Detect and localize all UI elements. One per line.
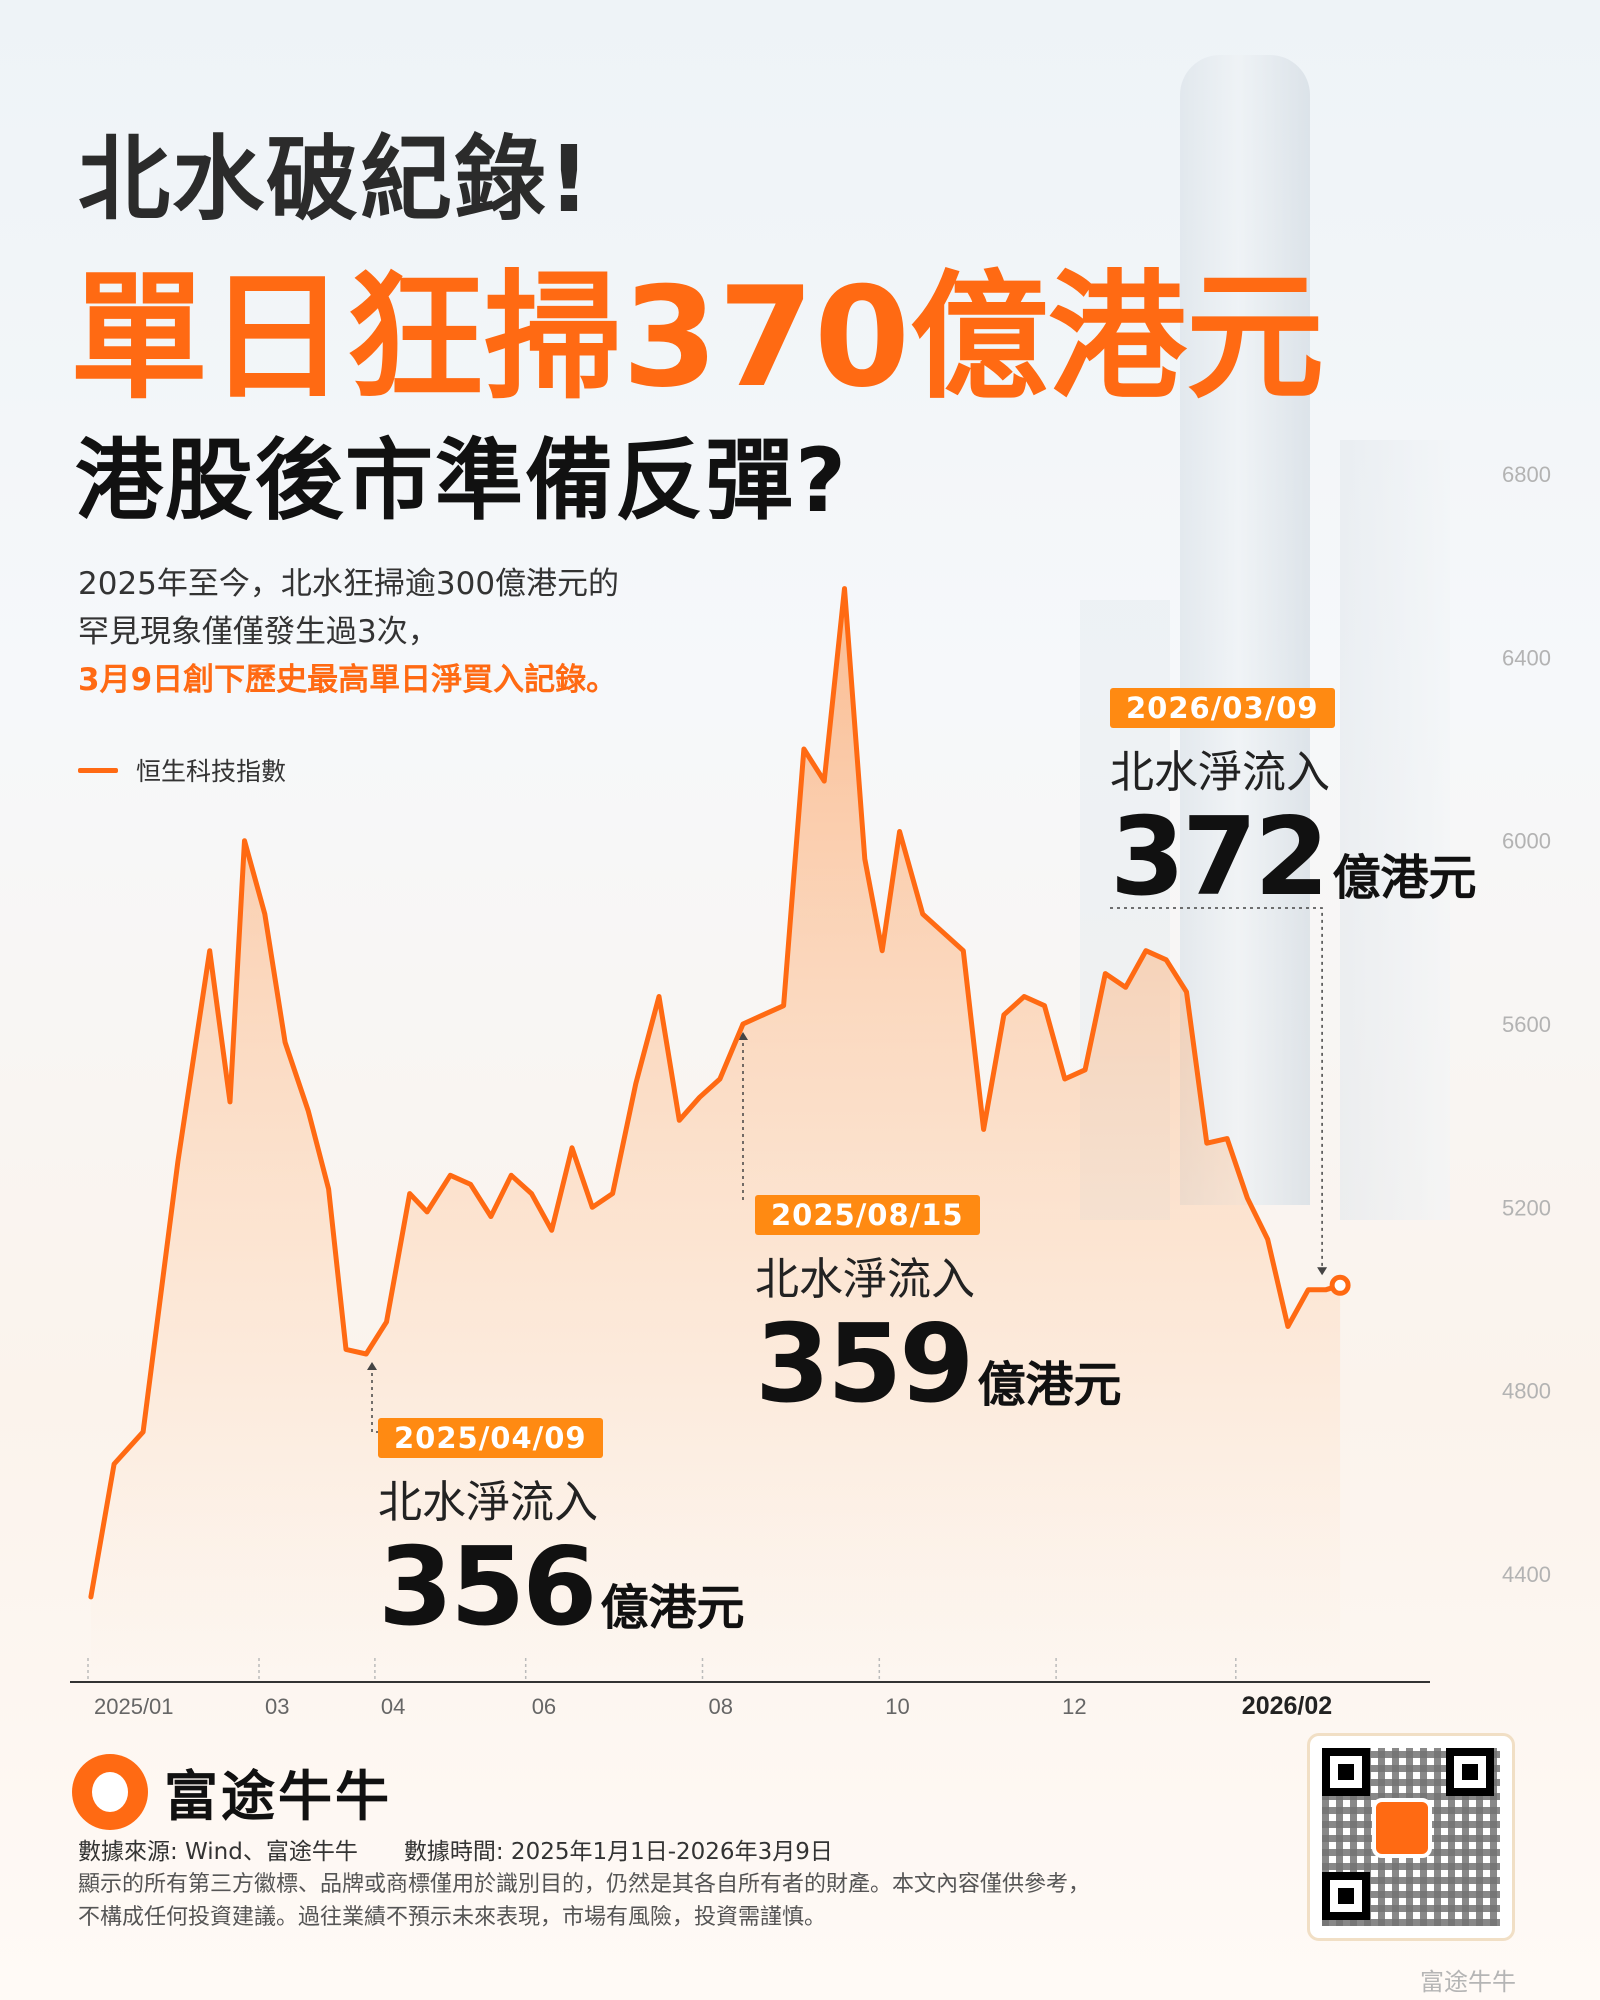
background-building [1340,440,1450,1220]
annotation-value: 356 億港元 [378,1534,744,1642]
chart-legend: 恒生科技指數 [78,752,286,788]
x-tick-label: 03 [265,1694,289,1719]
headline-line3: 港股後市準備反彈? [75,429,849,532]
annotation-value: 372 億港元 [1110,804,1476,912]
y-tick-label: 5600 [1502,1012,1551,1037]
y-tick-label: 4400 [1502,1562,1551,1587]
y-tick-label: 4800 [1502,1379,1551,1404]
description: 2025年至今，北水狂掃逾300億港元的 罕見現象僅僅發生過3次， 3月9日創下… [78,560,619,704]
annotation-number: 372 [1110,795,1329,920]
qr-finder [1322,1872,1370,1920]
annotation-value: 359 億港元 [755,1311,1121,1419]
legend-label: 恒生科技指數 [136,757,287,786]
qr-finder [1446,1748,1494,1796]
annotation-label: 北水淨流入 [378,1477,598,1528]
annotation-arrow [738,1032,748,1040]
x-tick-label: 06 [532,1694,556,1719]
annotation-number: 356 [378,1525,597,1650]
annotation-2025-04-09: 2025/04/09 北水淨流入 356 億港元 [378,1418,744,1642]
x-tick-label: 08 [709,1694,733,1719]
disclaimer-line2: 不構成任何投資建議。過往業績不預示未來表現，市場有風險，投資需謹慎。 [78,1905,827,1930]
watermark: 富途牛牛 [1420,1968,1516,1996]
x-tick-label: 04 [381,1694,405,1719]
annotation-2025-08-15: 2025/08/15 北水淨流入 359 億港元 [755,1195,1121,1419]
y-tick-label: 6800 [1502,462,1551,487]
series-end-point [1329,1274,1351,1296]
data-time-label: 數據時間: 2025年1月1日-2026年3月9日 [403,1839,833,1865]
annotation-label: 北水淨流入 [1110,747,1330,798]
brand-name: 富途牛牛 [164,1765,392,1828]
brand-logo: 富途牛牛 [72,1752,392,1831]
annotation-leader [371,1366,380,1433]
qr-logo-icon [1372,1798,1432,1858]
y-tick-label: 5200 [1502,1195,1551,1220]
qr-code[interactable] [1307,1733,1515,1941]
annotation-unit: 億港元 [977,1357,1122,1413]
y-tick-label: 6000 [1502,829,1551,854]
headline-line1: 北水破紀錄! [78,126,592,233]
source-label: 數據來源: Wind、富途牛牛 [78,1839,358,1865]
data-source: 數據來源: Wind、富途牛牛 數據時間: 2025年1月1日-2026年3月9日 [78,1832,833,1866]
description-line1: 2025年至今，北水狂掃逾300億港元的 [78,566,620,602]
x-tick-label: 10 [885,1694,909,1719]
annotation-date: 2026/03/09 [1110,688,1335,728]
annotation-label: 北水淨流入 [755,1254,975,1305]
legend-swatch [78,767,118,773]
y-tick-label: 6400 [1502,645,1551,670]
background-tower [1180,55,1310,1205]
disclaimer-line1: 顯示的所有第三方徽標、品牌或商標僅用於識別目的，仍然是其各自所有者的財產。本文內… [78,1872,1091,1897]
annotation-date: 2025/04/09 [378,1418,603,1458]
description-line2: 罕見現象僅僅發生過3次， [78,614,439,650]
annotation-leader [1110,907,1323,1270]
x-tick-label: 12 [1062,1694,1086,1719]
series-line [88,586,1343,1600]
x-tick-label: 2026/02 [1242,1692,1332,1720]
qr-finder [1322,1748,1370,1796]
description-highlight: 3月9日創下歷史最高單日淨買入記錄。 [78,662,618,698]
annotation-number: 359 [755,1302,974,1427]
chart-area-fill [90,588,1341,1672]
x-tick-label: 2025/01 [94,1694,174,1719]
disclaimer: 顯示的所有第三方徽標、品牌或商標僅用於識別目的，仍然是其各自所有者的財產。本文內… [78,1868,1258,1934]
annotation-arrow [367,1362,377,1370]
headline-line2: 單日狂掃370億港元 [70,257,1325,418]
annotation-arrow [1317,1267,1328,1276]
annotation-unit: 億港元 [600,1580,745,1636]
annotation-unit: 億港元 [1332,850,1477,906]
futu-logo-icon [72,1753,148,1830]
annotation-date: 2025/08/15 [755,1195,980,1235]
annotation-2026-03-09: 2026/03/09 北水淨流入 372 億港元 [1110,688,1476,912]
